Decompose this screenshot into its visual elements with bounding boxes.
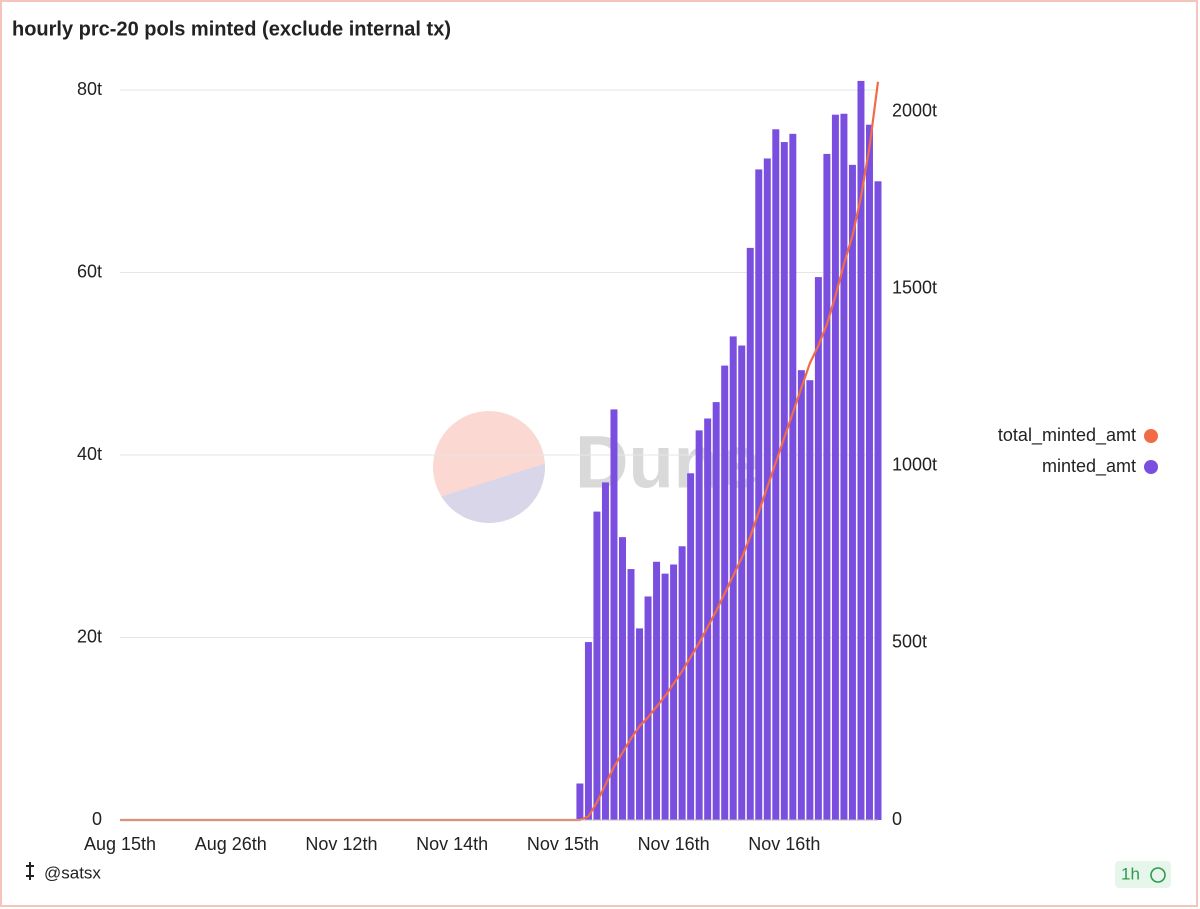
x-tick-label: Aug 26th [195, 834, 267, 854]
bar [848, 164, 856, 820]
bar [738, 345, 746, 820]
y2-tick-label: 2000t [892, 101, 937, 121]
y2-tick-label: 0 [892, 809, 902, 829]
bar [823, 153, 831, 820]
bar [576, 783, 584, 820]
bar [610, 409, 618, 820]
y-tick-label: 20t [77, 626, 102, 646]
refresh-label: 1h [1121, 864, 1140, 883]
bar [636, 628, 644, 820]
bar [653, 561, 661, 820]
x-tick-label: Aug 15th [84, 834, 156, 854]
x-tick-label: Nov 16th [638, 834, 710, 854]
y-tick-label: 80t [77, 79, 102, 99]
bar [678, 546, 686, 820]
bar [644, 596, 652, 820]
bar [865, 124, 873, 821]
y2-tick-label: 1000t [892, 455, 937, 475]
refresh-icon [1150, 867, 1166, 883]
x-tick-label: Nov 16th [748, 834, 820, 854]
y-tick-label: 40t [77, 444, 102, 464]
chart-title: hourly prc-20 pols minted (exclude inter… [12, 18, 451, 40]
bar [670, 564, 678, 820]
x-tick-label: Nov 15th [527, 834, 599, 854]
bar [780, 142, 788, 820]
bar [789, 133, 797, 820]
legend-label[interactable]: total_minted_amt [998, 425, 1136, 446]
y2-tick-label: 500t [892, 632, 927, 652]
bar [619, 537, 626, 820]
bar [874, 181, 882, 821]
legend-swatch [1144, 429, 1158, 443]
bar [755, 169, 763, 820]
y-tick-label: 60t [77, 261, 102, 281]
bar [806, 380, 814, 820]
bar [584, 642, 592, 820]
legend-label[interactable]: minted_amt [1042, 456, 1136, 477]
x-tick-label: Nov 12th [305, 834, 377, 854]
bar [831, 114, 839, 821]
y2-tick-label: 1500t [892, 278, 937, 298]
bar [627, 569, 635, 820]
bar [857, 80, 865, 820]
y-tick-label: 0 [92, 809, 102, 829]
bar [840, 113, 848, 820]
bar [772, 129, 780, 820]
author-icon [26, 862, 34, 880]
bar [687, 473, 695, 820]
bar [814, 277, 822, 820]
bar [601, 482, 609, 820]
bar [797, 370, 805, 820]
legend-swatch [1144, 460, 1158, 474]
x-tick-label: Nov 14th [416, 834, 488, 854]
bar [704, 418, 712, 820]
bar [593, 511, 601, 820]
bar [695, 430, 703, 820]
author: @satsx [44, 863, 101, 882]
